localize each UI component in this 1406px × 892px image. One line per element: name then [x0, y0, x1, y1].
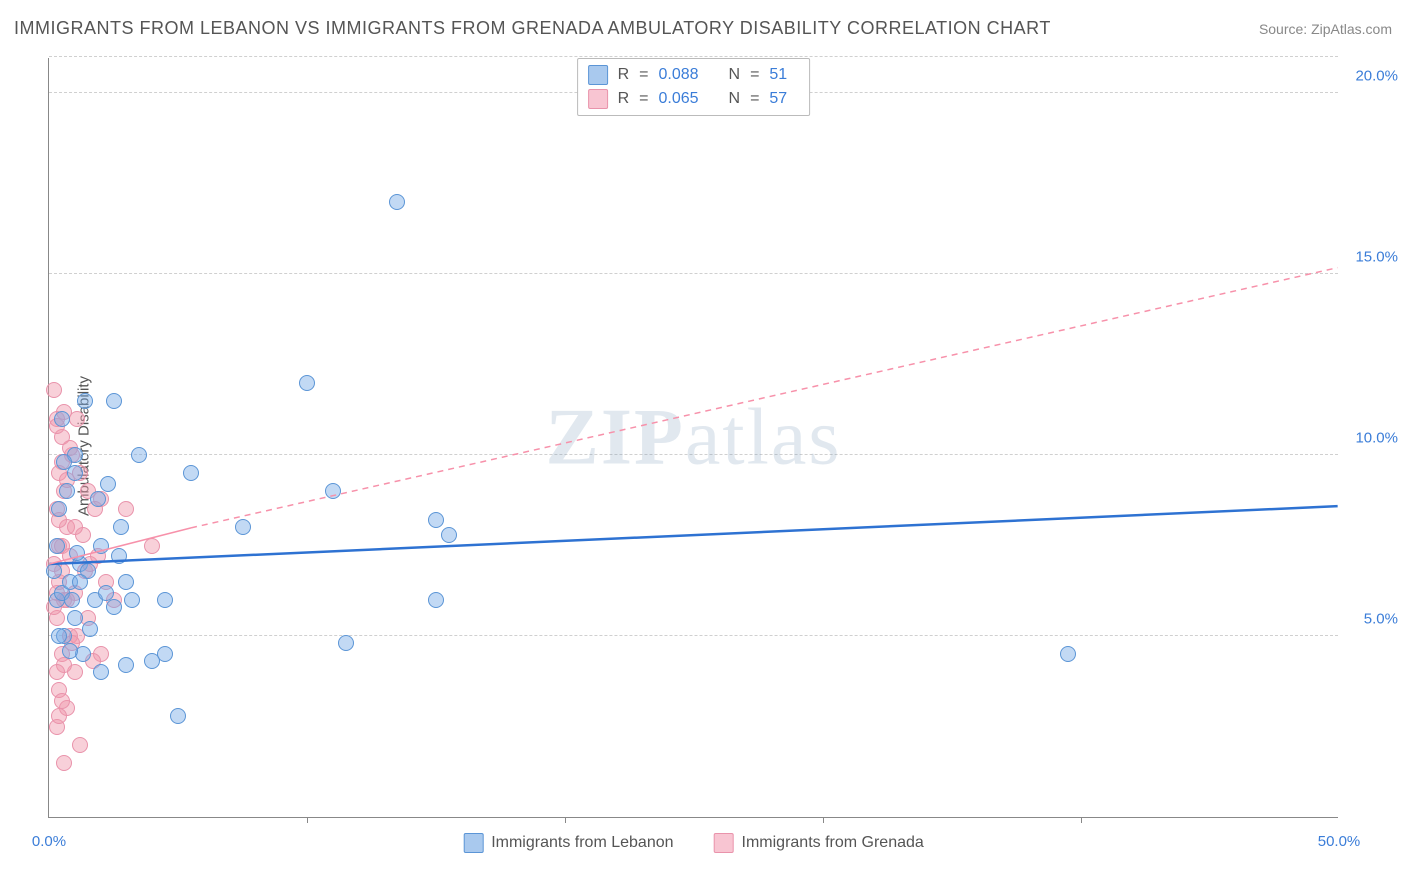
x-tick-label: 0.0%	[32, 833, 66, 850]
scatter-point	[51, 628, 67, 644]
scatter-point	[67, 519, 83, 535]
scatter-point	[67, 610, 83, 626]
scatter-point	[69, 545, 85, 561]
equals-sign: =	[750, 66, 759, 84]
scatter-point	[72, 737, 88, 753]
legend-r-value: 0.088	[659, 66, 709, 84]
x-tick-label: 50.0%	[1318, 833, 1361, 850]
scatter-point	[46, 382, 62, 398]
source-label: Source: ZipAtlas.com	[1259, 21, 1392, 37]
equals-sign: =	[639, 66, 648, 84]
equals-sign: =	[750, 90, 759, 108]
scatter-point	[90, 491, 106, 507]
scatter-point	[46, 563, 62, 579]
scatter-point	[338, 635, 354, 651]
scatter-point	[72, 574, 88, 590]
y-tick-label: 5.0%	[1343, 611, 1398, 628]
y-tick-label: 20.0%	[1343, 68, 1398, 85]
scatter-point	[51, 501, 67, 517]
plot-area: ZIPatlas R=0.088N=51R=0.065N=57 Immigran…	[48, 58, 1338, 818]
scatter-point	[100, 476, 116, 492]
legend-n-value: 51	[769, 66, 799, 84]
scatter-point	[82, 621, 98, 637]
watermark-bold: ZIP	[546, 393, 685, 481]
grid-line	[49, 56, 1338, 57]
legend-r-label: R	[618, 90, 630, 108]
legend-r-label: R	[618, 66, 630, 84]
x-tick-mark	[307, 817, 308, 823]
scatter-point	[157, 646, 173, 662]
scatter-point	[49, 538, 65, 554]
scatter-point	[1060, 646, 1076, 662]
legend-series-item: Immigrants from Grenada	[714, 833, 924, 853]
scatter-point	[124, 592, 140, 608]
y-tick-label: 15.0%	[1343, 249, 1398, 266]
scatter-point	[113, 519, 129, 535]
scatter-point	[51, 708, 67, 724]
scatter-point	[144, 538, 160, 554]
x-tick-mark	[565, 817, 566, 823]
legend-swatch	[463, 833, 483, 853]
scatter-point	[59, 483, 75, 499]
scatter-point	[118, 501, 134, 517]
legend-n-value: 57	[769, 90, 799, 108]
legend-series-item: Immigrants from Lebanon	[463, 833, 673, 853]
scatter-point	[118, 657, 134, 673]
legend-series: Immigrants from Lebanon Immigrants from G…	[463, 833, 924, 853]
regression-lines	[49, 58, 1338, 817]
legend-n-label: N	[729, 90, 741, 108]
scatter-point	[428, 512, 444, 528]
x-tick-mark	[1081, 817, 1082, 823]
scatter-point	[389, 194, 405, 210]
equals-sign: =	[639, 90, 648, 108]
watermark-light: atlas	[685, 393, 842, 481]
legend-series-label: Immigrants from Grenada	[742, 834, 924, 852]
scatter-point	[93, 664, 109, 680]
legend-r-value: 0.065	[659, 90, 709, 108]
scatter-point	[77, 393, 93, 409]
scatter-point	[183, 465, 199, 481]
scatter-point	[64, 592, 80, 608]
legend-stat-row: R = 0.088 N = 51	[588, 63, 800, 87]
scatter-point	[69, 411, 85, 427]
scatter-point	[49, 664, 65, 680]
scatter-point	[54, 693, 70, 709]
scatter-point	[157, 592, 173, 608]
scatter-point	[56, 755, 72, 771]
legend-series-label: Immigrants from Lebanon	[491, 834, 673, 852]
scatter-point	[111, 548, 127, 564]
scatter-point	[441, 527, 457, 543]
scatter-point	[118, 574, 134, 590]
scatter-point	[235, 519, 251, 535]
scatter-point	[56, 454, 72, 470]
scatter-point	[93, 538, 109, 554]
grid-line	[49, 273, 1338, 274]
scatter-point	[106, 393, 122, 409]
chart-title: IMMIGRANTS FROM LEBANON VS IMMIGRANTS FR…	[14, 18, 1051, 39]
legend-stat-row: R = 0.065 N = 57	[588, 87, 800, 111]
scatter-point	[62, 643, 78, 659]
legend-swatch	[714, 833, 734, 853]
scatter-point	[299, 375, 315, 391]
legend-swatch	[588, 89, 608, 109]
scatter-point	[131, 447, 147, 463]
legend-stats: R = 0.088 N = 51 R = 0.065 N = 57	[577, 58, 811, 116]
grid-line	[49, 635, 1338, 636]
legend-n-label: N	[729, 66, 741, 84]
scatter-point	[54, 411, 70, 427]
x-tick-mark	[823, 817, 824, 823]
legend-swatch	[588, 65, 608, 85]
grid-line	[49, 454, 1338, 455]
scatter-point	[170, 708, 186, 724]
watermark: ZIPatlas	[546, 392, 842, 483]
y-tick-label: 10.0%	[1343, 430, 1398, 447]
scatter-point	[325, 483, 341, 499]
scatter-point	[428, 592, 444, 608]
scatter-point	[106, 599, 122, 615]
